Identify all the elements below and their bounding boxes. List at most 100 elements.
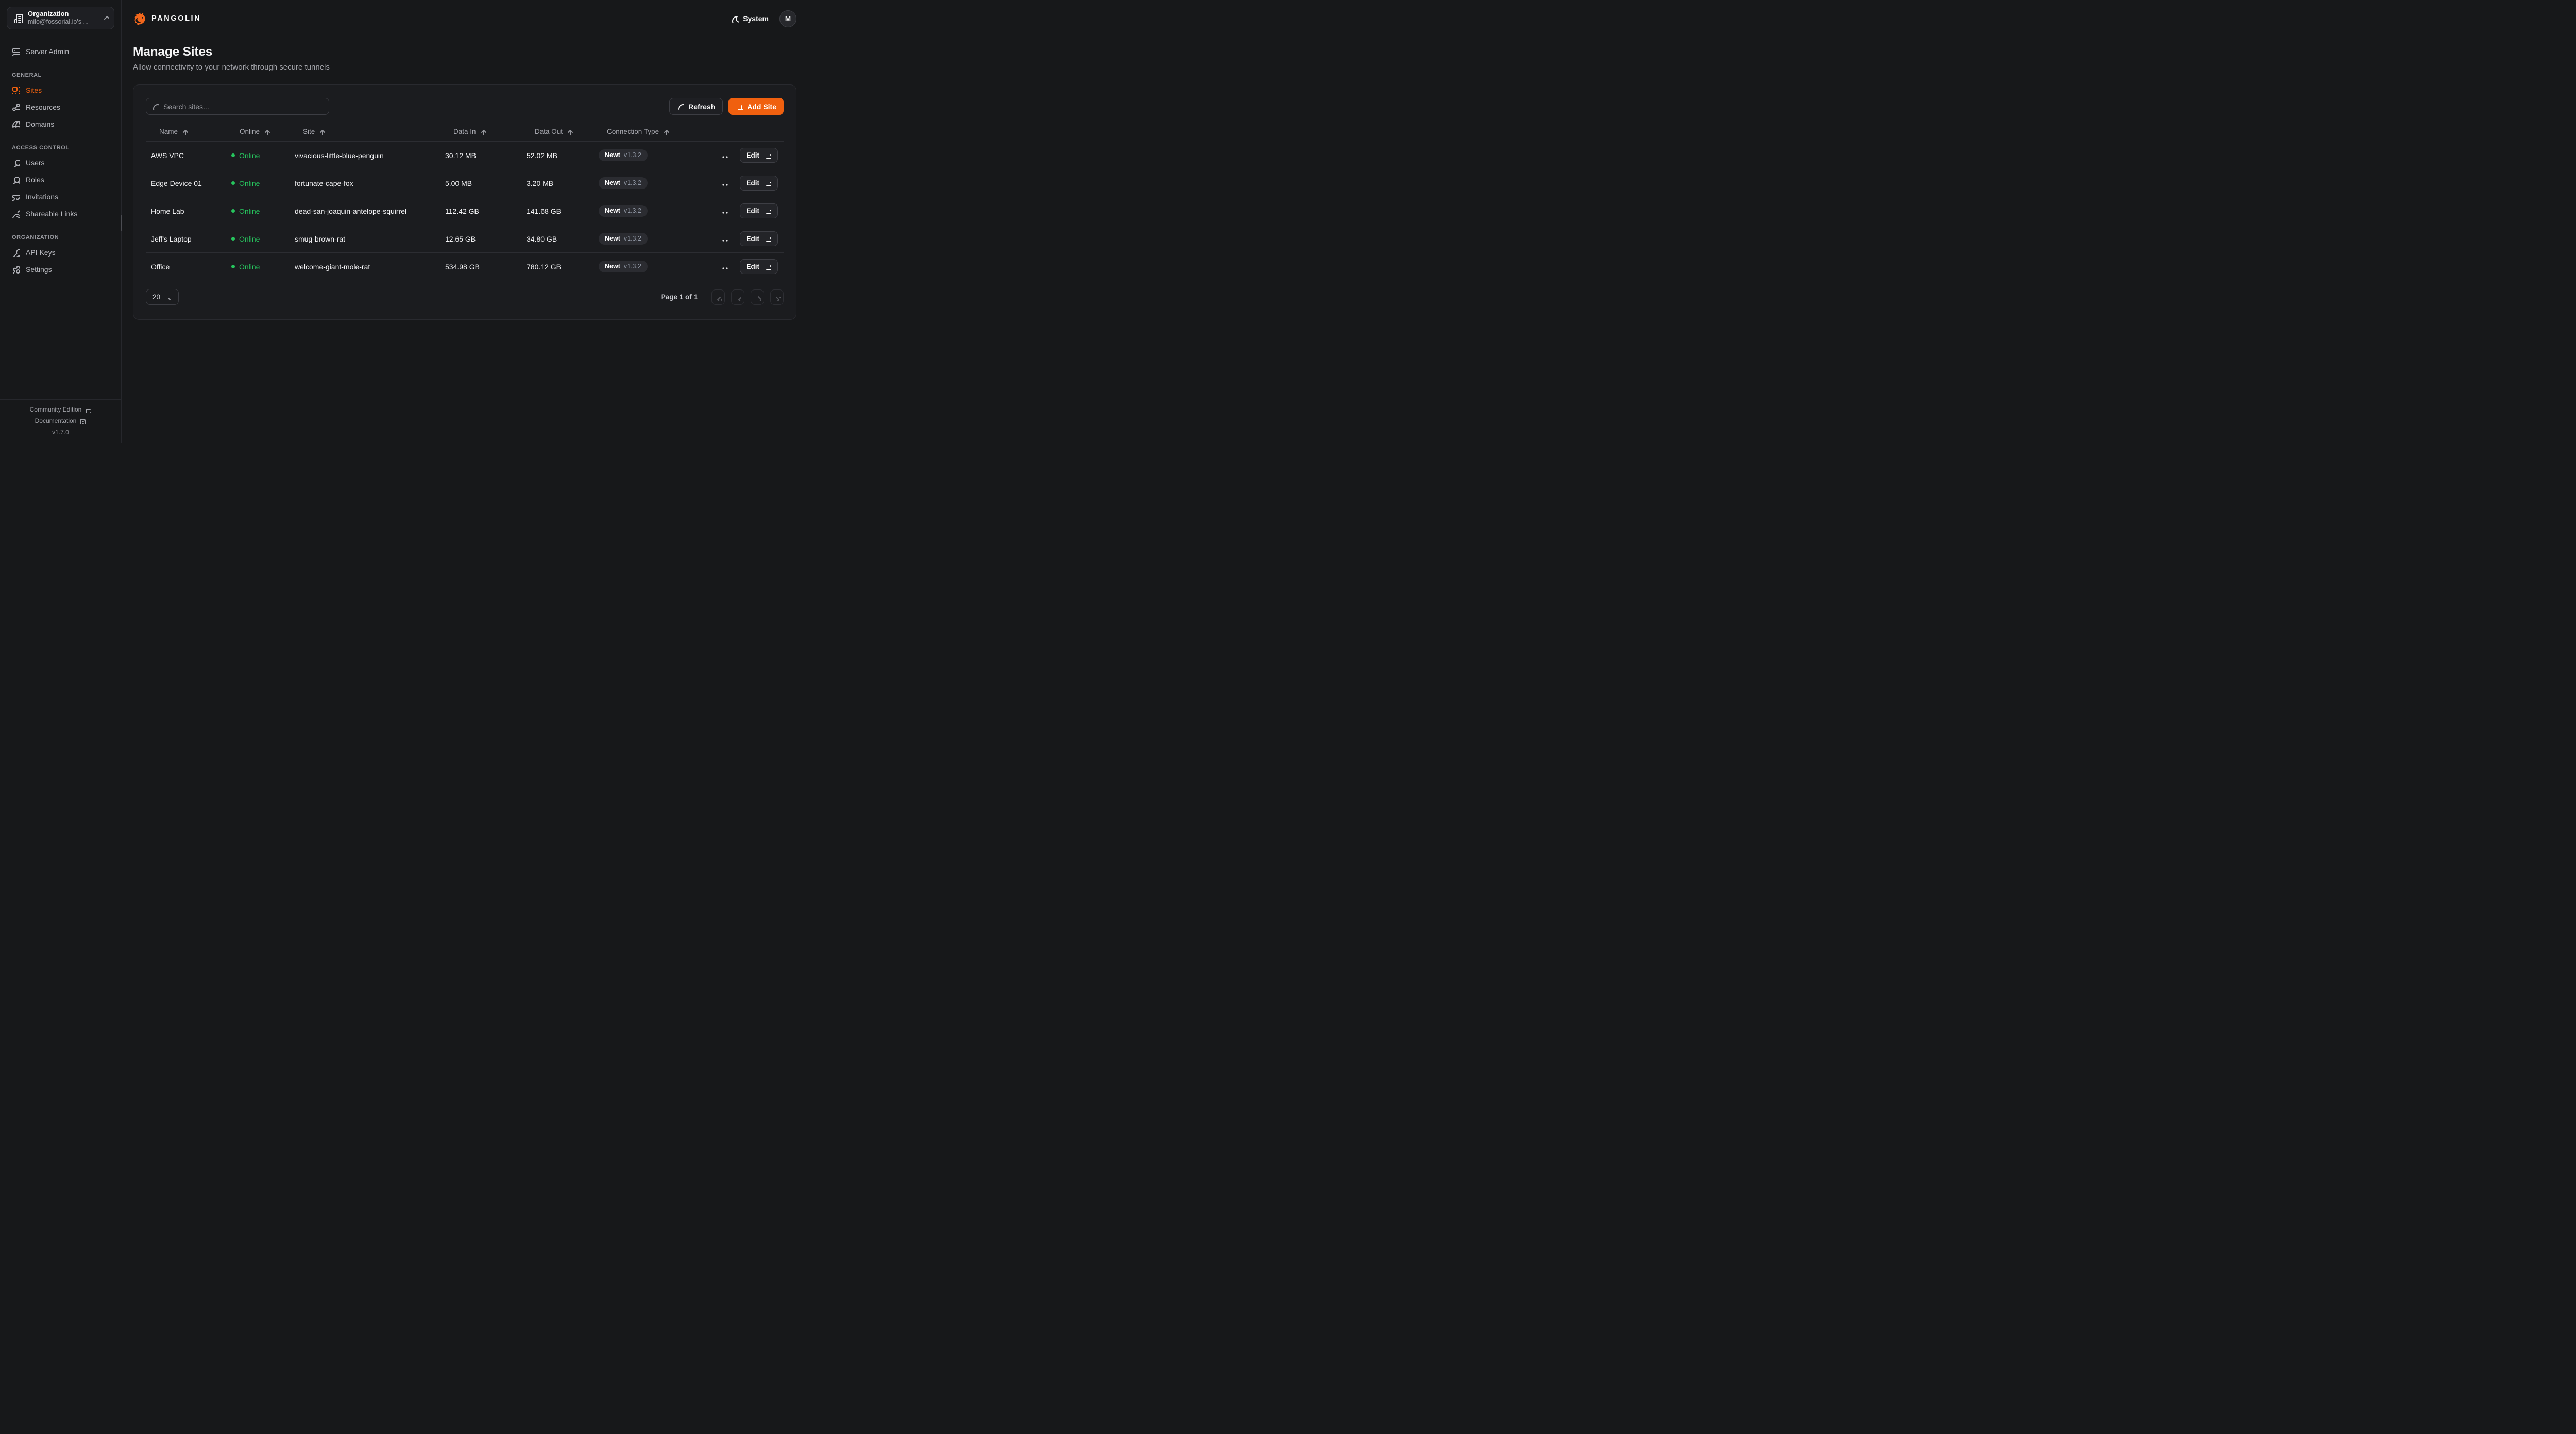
search-input[interactable]	[163, 102, 323, 111]
first-page-button[interactable]	[711, 289, 725, 305]
sites-toolbar: Refresh Add Site	[146, 98, 784, 115]
site-slug: dead-san-joaquin-antelope-squirrel	[295, 207, 407, 215]
sites-card: Refresh Add Site Name Online Site Data I…	[133, 84, 796, 320]
column-header-site[interactable]: Site	[290, 128, 440, 135]
page-size-select[interactable]: 20	[146, 289, 179, 305]
site-slug: vivacious-little-blue-penguin	[295, 151, 384, 160]
sidebar-item-label: Users	[26, 158, 45, 167]
refresh-label: Refresh	[688, 102, 716, 111]
refresh-icon	[678, 104, 685, 110]
next-page-button[interactable]	[751, 289, 764, 305]
documentation-label: Documentation	[35, 417, 77, 424]
page-size-value: 20	[152, 293, 161, 301]
connection-badge: Newt v1.3.2	[599, 177, 648, 189]
online-dot-icon	[231, 153, 235, 157]
connection-badge: Newt v1.3.2	[599, 261, 648, 272]
sidebar-item-sites[interactable]: Sites	[7, 81, 114, 98]
app-window: Organization milo@fossorial.io's ... Ser…	[0, 0, 808, 443]
chevron-right-icon	[758, 296, 761, 301]
row-menu-button[interactable]	[721, 207, 730, 216]
column-header-data-in[interactable]: Data In	[440, 128, 521, 135]
row-actions: Edit	[713, 203, 784, 218]
documentation-link[interactable]: Documentation	[35, 417, 87, 424]
chevrons-up-down-icon	[104, 15, 109, 22]
column-header-connection-type[interactable]: Connection Type	[594, 128, 713, 135]
ellipsis-icon	[722, 212, 730, 214]
chevrons-right-icon	[776, 296, 781, 301]
topbar-right: System M	[731, 10, 796, 27]
data-out: 3.20 MB	[527, 179, 554, 187]
online-status: Online	[226, 235, 290, 243]
edit-button[interactable]: Edit	[739, 203, 778, 218]
sidebar-item-settings[interactable]: Settings	[7, 261, 114, 278]
sidebar-item-shareable-links[interactable]: Shareable Links	[7, 205, 114, 222]
edit-button[interactable]: Edit	[739, 176, 778, 191]
refresh-button[interactable]: Refresh	[669, 98, 723, 115]
arrow-right-icon	[766, 265, 771, 270]
data-in: 12.65 GB	[445, 234, 476, 243]
toolbar-actions: Refresh Add Site	[669, 98, 784, 115]
ellipsis-icon	[722, 267, 730, 269]
sidebar-footer: Community Edition Documentation v1.7.0	[0, 399, 121, 443]
connection-type-cell: Newt v1.3.2	[594, 205, 713, 217]
moon-icon	[732, 15, 739, 23]
server-icon	[12, 47, 20, 56]
connection-badge: Newt v1.3.2	[599, 233, 648, 245]
edit-button[interactable]: Edit	[739, 259, 778, 274]
sidebar-item-server-admin[interactable]: Server Admin	[7, 43, 114, 60]
page-subtitle: Allow connectivity to your network throu…	[133, 63, 330, 72]
add-site-button[interactable]: Add Site	[728, 98, 784, 115]
sort-icon	[183, 130, 189, 135]
connection-badge: Newt v1.3.2	[599, 205, 648, 217]
community-edition-link[interactable]: Community Edition	[30, 406, 92, 413]
pagination-bar: 20 Page 1 of 1	[146, 289, 784, 305]
row-actions: Edit	[713, 259, 784, 274]
external-link-icon	[86, 407, 92, 413]
column-header-data-out[interactable]: Data Out	[521, 128, 594, 135]
sidebar-item-label: Resources	[26, 103, 60, 111]
online-status: Online	[226, 263, 290, 271]
avatar[interactable]: M	[779, 10, 796, 27]
column-header-online[interactable]: Online	[226, 128, 290, 135]
theme-toggle[interactable]: System	[731, 14, 769, 23]
sidebar-item-label: Roles	[26, 175, 44, 184]
last-page-button[interactable]	[770, 289, 784, 305]
sidebar-item-api-keys[interactable]: API Keys	[7, 244, 114, 261]
table-row: Office Online welcome-giant-mole-rat 534…	[146, 253, 784, 280]
edit-button[interactable]: Edit	[739, 231, 778, 246]
row-menu-button[interactable]	[721, 262, 730, 271]
sites-combine-icon	[12, 86, 20, 94]
data-out: 52.02 MB	[527, 151, 557, 160]
sort-icon	[320, 130, 326, 135]
main-area: PANGOLIN System M Manage Sites Allow con…	[122, 0, 808, 443]
sidebar-item-invitations[interactable]: Invitations	[7, 188, 114, 205]
site-name: Jeff's Laptop	[151, 234, 192, 243]
previous-page-button[interactable]	[731, 289, 744, 305]
row-actions: Edit	[713, 231, 784, 246]
sidebar-item-resources[interactable]: Resources	[7, 98, 114, 115]
table-row: AWS VPC Online vivacious-little-blue-pen…	[146, 142, 784, 169]
sidebar-item-users[interactable]: Users	[7, 154, 114, 171]
edit-button[interactable]: Edit	[739, 148, 778, 163]
sort-icon	[481, 130, 487, 135]
brand-logo[interactable]: PANGOLIN	[133, 12, 201, 26]
column-header-name[interactable]: Name	[146, 128, 226, 135]
arrow-right-icon	[766, 209, 771, 215]
row-menu-button[interactable]	[721, 151, 730, 160]
sidebar-item-roles[interactable]: Roles	[7, 171, 114, 188]
row-menu-button[interactable]	[721, 234, 730, 244]
sidebar-item-label: Sites	[26, 86, 42, 94]
table-row: Edge Device 01 Online fortunate-cape-fox…	[146, 169, 784, 197]
nav-section-general: GENERAL	[12, 72, 42, 78]
sort-icon	[664, 130, 670, 135]
org-selector[interactable]: Organization milo@fossorial.io's ...	[7, 7, 114, 29]
chevrons-left-icon	[717, 296, 722, 301]
brand-name: PANGOLIN	[151, 14, 201, 23]
sidebar-scrollbar-thumb[interactable]	[121, 215, 122, 231]
sidebar-item-domains[interactable]: Domains	[7, 115, 114, 132]
key-icon	[12, 248, 20, 257]
data-out: 780.12 GB	[527, 262, 561, 271]
row-menu-button[interactable]	[721, 179, 730, 188]
sidebar-item-label: Server Admin	[26, 47, 70, 56]
chevron-left-icon	[738, 296, 741, 301]
